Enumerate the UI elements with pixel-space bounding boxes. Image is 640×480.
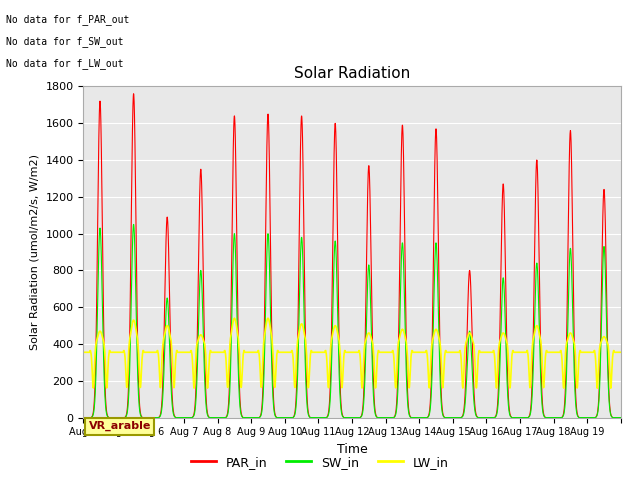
Line: PAR_in: PAR_in xyxy=(83,94,621,418)
SW_in xyxy=(79,415,87,420)
Text: No data for f_SW_out: No data for f_SW_out xyxy=(6,36,124,47)
PAR_in xyxy=(421,415,429,420)
PAR_in xyxy=(611,415,619,420)
LW_in xyxy=(230,315,238,321)
Text: VR_arable: VR_arable xyxy=(88,421,151,431)
X-axis label: Time: Time xyxy=(337,443,367,456)
LW_in xyxy=(502,338,510,344)
Line: LW_in: LW_in xyxy=(83,318,621,388)
LW_in xyxy=(593,385,601,391)
SW_in xyxy=(421,415,429,420)
SW_in xyxy=(617,415,625,420)
Line: SW_in: SW_in xyxy=(83,225,621,418)
PAR_in xyxy=(535,235,543,240)
SW_in xyxy=(611,415,619,420)
Title: Solar Radiation: Solar Radiation xyxy=(294,66,410,81)
LW_in xyxy=(421,349,429,355)
SW_in xyxy=(502,363,510,369)
LW_in xyxy=(611,349,619,355)
Y-axis label: Solar Radiation (umol/m2/s, W/m2): Solar Radiation (umol/m2/s, W/m2) xyxy=(30,154,40,350)
Text: No data for f_LW_out: No data for f_LW_out xyxy=(6,58,124,69)
LW_in xyxy=(617,349,625,355)
LW_in xyxy=(535,328,543,334)
LW_in xyxy=(468,336,476,342)
PAR_in xyxy=(617,415,625,420)
PAR_in xyxy=(502,329,510,335)
LW_in xyxy=(189,375,197,381)
LW_in xyxy=(79,349,87,355)
PAR_in xyxy=(79,415,87,420)
SW_in xyxy=(535,307,543,312)
PAR_in xyxy=(130,91,138,96)
SW_in xyxy=(130,222,138,228)
SW_in xyxy=(468,369,476,374)
Text: No data for f_PAR_out: No data for f_PAR_out xyxy=(6,14,130,25)
Legend: PAR_in, SW_in, LW_in: PAR_in, SW_in, LW_in xyxy=(186,451,454,474)
PAR_in xyxy=(189,413,197,419)
PAR_in xyxy=(468,336,476,342)
SW_in xyxy=(189,414,197,420)
